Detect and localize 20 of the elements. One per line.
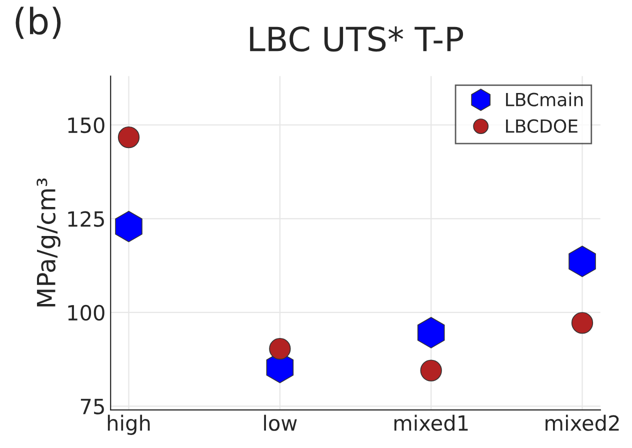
point: [118, 126, 140, 148]
point: [115, 210, 142, 242]
y-tick-label: 100: [68, 304, 104, 321]
x-tick-label: low: [264, 414, 297, 431]
point: [571, 312, 594, 334]
x-tick-label: high: [108, 414, 150, 435]
chart-title: LBC UTS* T-P: [250, 26, 464, 52]
y-tick-label: 75: [80, 398, 104, 414]
legend-label: LBCDOE: [506, 119, 578, 133]
point: [269, 338, 291, 360]
y-tick-label: 125: [68, 211, 104, 227]
y-tick-label: 150: [68, 117, 104, 134]
text: (b): [16, 6, 61, 39]
point: [420, 360, 442, 382]
y-axis-title: MPa/g/cm³: [36, 178, 60, 306]
x-tick-label: mixed1: [394, 414, 468, 431]
point: [417, 316, 445, 348]
point: [568, 246, 596, 278]
x-tick-label: mixed2: [546, 414, 619, 431]
legend-label: LBCmain: [506, 92, 583, 106]
